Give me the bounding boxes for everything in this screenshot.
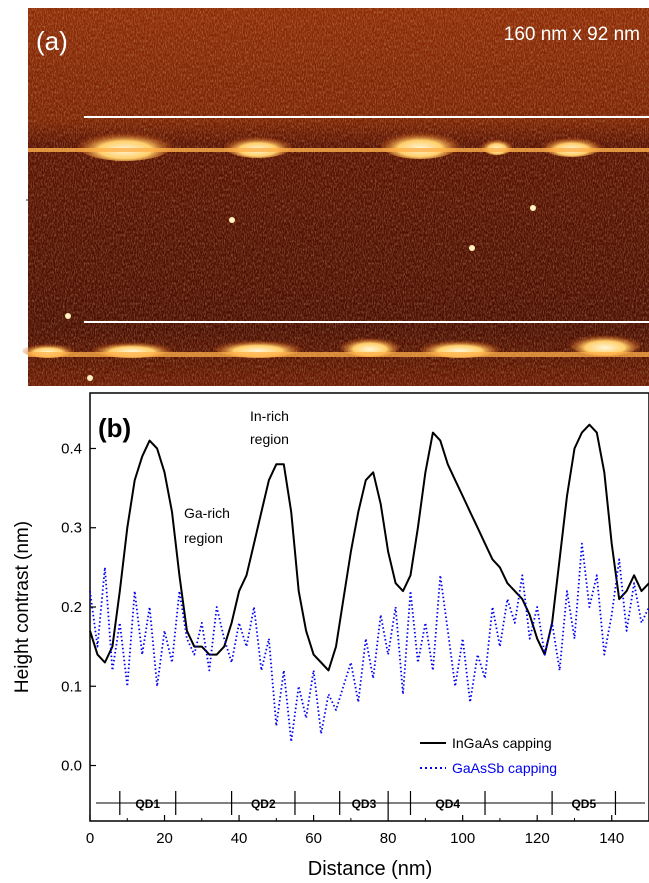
- x-tick-label: 60: [305, 830, 322, 847]
- qd-label: QD3: [352, 797, 377, 811]
- bright-spot: [469, 245, 475, 251]
- qd-label: QD2: [251, 797, 276, 811]
- x-tick-label: 140: [599, 830, 624, 847]
- stm-grain: [28, 8, 649, 386]
- bright-band-bottom: [28, 352, 649, 357]
- plot-series: [89, 423, 649, 743]
- x-tick-label: 80: [380, 830, 397, 847]
- stm-bright-features: [22, 129, 649, 381]
- panel-a-label: (a): [36, 26, 68, 56]
- annotation-in-rich-line2: region: [250, 431, 289, 447]
- panel-b-label: (b): [98, 413, 131, 443]
- x-axis-label: Distance (nm): [308, 858, 432, 880]
- bright-feature: [542, 135, 602, 157]
- legend: InGaAs capping GaAsSb capping: [420, 735, 557, 776]
- x-axis-ticks: 0 20 40 60 80 100 120 140: [86, 815, 624, 847]
- bright-spot: [87, 375, 93, 381]
- series-line-ingaas: [89, 423, 649, 672]
- y-tick-label: 0.4: [61, 440, 82, 457]
- bright-spot: [229, 217, 235, 223]
- x-tick-label: 120: [525, 830, 550, 847]
- annotation-ga-rich-line2: region: [184, 530, 223, 546]
- y-axis-label: Height contrast (nm): [12, 521, 33, 693]
- x-tick-label: 100: [450, 830, 475, 847]
- bright-band-top: [28, 148, 649, 152]
- panel-a-image: (a) 160 nm x 92 nm: [22, 8, 649, 386]
- legend-label-ingaas: InGaAs capping: [452, 735, 552, 751]
- y-axis-ticks: 0.0 0.1 0.2 0.3 0.4: [61, 440, 96, 775]
- x-tick-label: 0: [86, 830, 94, 847]
- x-tick-label: 40: [231, 830, 248, 847]
- bright-feature: [569, 332, 641, 356]
- y-tick-label: 0.1: [61, 678, 82, 695]
- legend-label-gaassb: GaAsSb capping: [452, 760, 557, 776]
- bright-feature: [340, 335, 400, 357]
- bright-feature: [224, 134, 292, 158]
- qd-label: QD5: [571, 797, 596, 811]
- bright-feature: [481, 137, 513, 155]
- annotation-ga-rich-line1: Ga-rich: [184, 505, 230, 521]
- x-tick-label: 20: [156, 830, 173, 847]
- qd-labels: QD1 QD2 QD3 QD4 QD5: [96, 791, 645, 815]
- panel-b-plot: QD1 QD2 QD3 QD4 QD5 0 20 40 60 80 100 120 140 0.00.…: [12, 392, 649, 880]
- bright-spot: [65, 313, 71, 319]
- qd-label: QD1: [135, 797, 160, 811]
- annotation-in-rich-line1: In-rich: [250, 408, 289, 424]
- y-tick-label: 0.3: [61, 520, 82, 537]
- bright-spot: [530, 205, 536, 211]
- y-tick-label: 0.0: [61, 758, 82, 775]
- bright-feature: [77, 129, 173, 161]
- y-tick-label: 0.2: [61, 599, 82, 616]
- bright-feature: [380, 129, 460, 159]
- scale-text: 160 nm x 92 nm: [504, 24, 640, 45]
- qd-label: QD4: [435, 797, 460, 811]
